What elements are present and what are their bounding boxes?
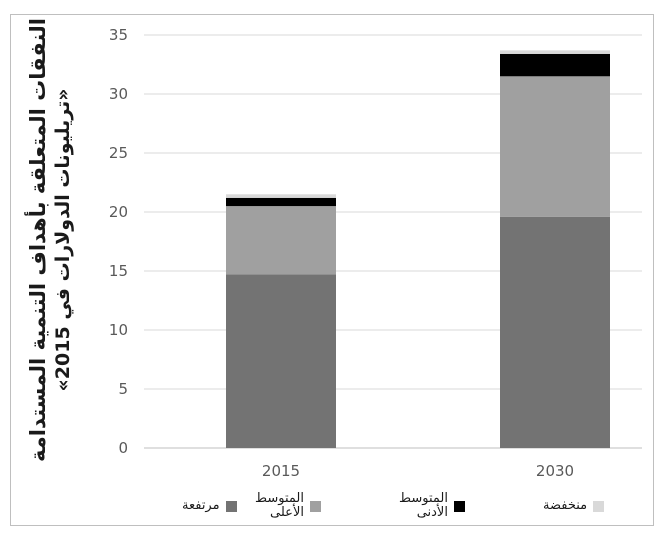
bar-segment bbox=[500, 76, 610, 217]
legend-item-lower-middle: المتوسط الأدنى bbox=[399, 488, 465, 524]
bar-segment bbox=[500, 216, 610, 448]
legend-swatch-low bbox=[593, 500, 605, 512]
y-tick-label: 35 bbox=[109, 26, 128, 44]
legend-label-low: منخفضة bbox=[543, 498, 588, 513]
y-tick-label: 0 bbox=[118, 439, 128, 457]
y-axis-title-line2: «تريليونات الدولارات في 2015» bbox=[52, 88, 74, 392]
legend-label-lower-middle: المتوسط الأدنى bbox=[399, 491, 448, 520]
legend-label-upper-middle: المتوسط الأعلى bbox=[255, 491, 304, 520]
legend-item-high: مرتفعة bbox=[182, 488, 237, 524]
legend-swatch-upper-middle bbox=[309, 500, 321, 512]
bar-segment bbox=[226, 274, 336, 448]
x-tick-label: 2015 bbox=[262, 462, 300, 480]
bar-segment bbox=[500, 50, 610, 54]
y-tick-label: 30 bbox=[109, 85, 128, 103]
y-tick-label: 15 bbox=[109, 262, 128, 280]
legend-swatch-lower-middle bbox=[453, 500, 465, 512]
legend-label-high: مرتفعة bbox=[182, 498, 220, 513]
bar-segment bbox=[226, 197, 336, 207]
legend-item-upper-middle: المتوسط الأعلى bbox=[255, 488, 321, 524]
legend-item-low: منخفضة bbox=[543, 488, 605, 524]
bar-segment bbox=[226, 194, 336, 198]
x-tick-label: 2030 bbox=[536, 462, 574, 480]
chart-frame bbox=[10, 14, 654, 526]
y-axis-title: النفقات المتعلقة بأهداف التنمية المستدام… bbox=[10, 14, 90, 526]
bar-segment bbox=[500, 53, 610, 77]
y-tick-label: 25 bbox=[109, 144, 128, 162]
y-tick-label: 20 bbox=[109, 203, 128, 221]
y-tick-label: 5 bbox=[118, 380, 128, 398]
bar-segment bbox=[226, 206, 336, 275]
y-axis-title-line1: النفقات المتعلقة بأهداف التنمية المستدام… bbox=[26, 18, 50, 462]
legend-swatch-high bbox=[225, 500, 237, 512]
y-tick-label: 10 bbox=[109, 321, 128, 339]
